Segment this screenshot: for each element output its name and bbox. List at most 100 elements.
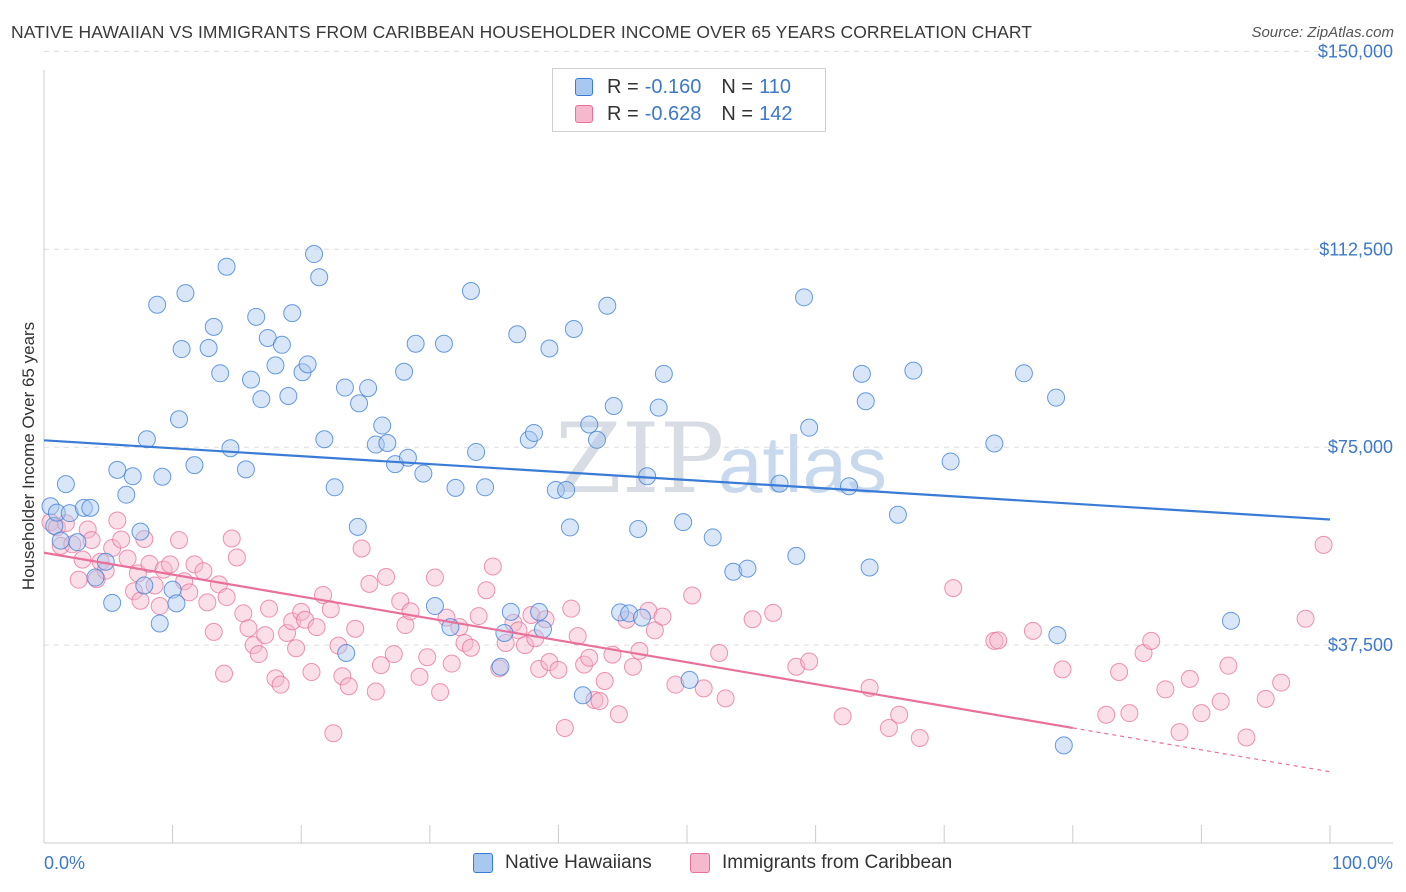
caribbean-point <box>278 623 297 642</box>
caribbean-point <box>683 586 702 605</box>
legend-n-label: N = <box>721 75 754 98</box>
native-hawaiian-point <box>170 410 189 429</box>
series-legend: Native Hawaiians Immigrants from Caribbe… <box>0 852 1406 876</box>
caribbean-point <box>515 636 534 655</box>
native-hawaiian-point <box>305 245 324 264</box>
caribbean-point <box>302 663 321 682</box>
native-hawaiian-point <box>476 478 495 497</box>
native-hawaiian-point <box>373 416 392 435</box>
native-hawaiian-point <box>904 361 923 380</box>
caribbean-point <box>352 539 371 558</box>
legend-swatch-pink <box>690 853 710 873</box>
native-hawaiian-point <box>51 531 70 550</box>
caribbean-point <box>239 619 258 638</box>
caribbean-point <box>51 536 70 555</box>
y-tick-label: $112,500 <box>1319 239 1393 259</box>
native-hawaiian-point <box>103 593 122 612</box>
native-hawaiian-point <box>56 475 75 494</box>
native-hawaiian-point <box>629 519 648 538</box>
watermark-atlas: atlas <box>718 420 887 509</box>
native-hawaiian-point <box>852 364 871 383</box>
caribbean-point <box>256 626 275 645</box>
caribbean-point <box>1237 728 1256 747</box>
caribbean-point <box>590 692 609 711</box>
axes <box>43 70 1393 844</box>
native-hawaiian-point <box>508 325 527 344</box>
caribbean-point <box>287 639 306 658</box>
caribbean-point <box>595 671 614 690</box>
native-hawaiian-point <box>1047 388 1066 407</box>
legend-swatch-pink <box>575 105 593 123</box>
trend-line-caribbean-extrapolated <box>1072 727 1331 773</box>
native-hawaiian-point <box>298 355 317 374</box>
caribbean-point <box>1120 704 1139 723</box>
caribbean-point <box>555 718 574 737</box>
native-hawaiian-point <box>1048 626 1067 645</box>
series-caribbean-points <box>41 511 1333 747</box>
caribbean-point <box>623 657 642 676</box>
caribbean-point <box>1219 656 1238 675</box>
native-hawaiian-point <box>1014 364 1033 383</box>
native-hawaiian-point <box>611 603 630 622</box>
caribbean-point <box>800 652 819 671</box>
legend-item-caribbean[interactable]: Immigrants from Caribbean <box>690 852 952 874</box>
legend-r-label: R = <box>607 102 639 125</box>
caribbean-point <box>198 593 217 612</box>
native-hawaiian-point <box>564 319 583 338</box>
caribbean-point <box>477 581 496 600</box>
native-hawaiian-point <box>252 390 271 409</box>
caribbean-point <box>108 511 127 530</box>
native-hawaiian-point <box>546 480 565 499</box>
caribbean-point <box>215 664 234 683</box>
native-hawaiian-point <box>533 620 552 639</box>
gridlines <box>44 50 1393 646</box>
caribbean-point <box>1211 692 1230 711</box>
caribbean-point <box>69 570 88 589</box>
caribbean-point <box>743 610 762 629</box>
caribbean-point <box>431 683 450 702</box>
caribbean-point <box>442 654 461 673</box>
native-hawaiian-point <box>580 415 599 434</box>
native-hawaiian-point <box>680 670 699 689</box>
native-hawaiian-point <box>283 304 302 323</box>
native-hawaiian-point <box>117 485 136 504</box>
native-hawaiian-point <box>856 392 875 411</box>
native-hawaiian-point <box>1221 611 1240 630</box>
caribbean-point <box>384 645 403 664</box>
caribbean-point <box>530 659 549 678</box>
caribbean-point <box>329 636 348 655</box>
native-hawaiian-point <box>604 397 623 416</box>
x-tick-label-min: 0.0% <box>44 853 85 873</box>
native-hawaiian-point <box>279 387 298 406</box>
trend-lines <box>43 439 1331 773</box>
native-hawaiian-point <box>41 497 60 516</box>
caribbean-point <box>145 576 164 595</box>
caribbean-point <box>217 588 236 607</box>
trend-line-caribbean <box>43 551 1073 730</box>
native-hawaiian-point <box>1054 736 1073 755</box>
native-hawaiian-point <box>172 340 191 359</box>
native-hawaiian-point <box>434 334 453 353</box>
y-tick-labels: $37,500 $75,000 $112,500 $150,000 <box>1318 41 1393 655</box>
caribbean-point <box>333 667 352 686</box>
caribbean-point <box>1097 705 1116 724</box>
native-hawaiian-point <box>148 295 167 314</box>
caribbean-point <box>653 607 672 626</box>
native-hawaiian-point <box>366 435 385 454</box>
watermark-zip: ZIP <box>555 403 724 515</box>
caribbean-point <box>418 648 437 667</box>
caribbean-point <box>630 641 649 660</box>
native-hawaiian-point <box>985 434 1004 453</box>
legend-item-native-hawaiians[interactable]: Native Hawaiians <box>473 852 652 874</box>
native-hawaiian-point <box>217 257 236 276</box>
native-hawaiian-point <box>266 356 285 375</box>
native-hawaiian-point <box>137 430 156 449</box>
native-hawaiian-point <box>560 518 579 537</box>
caribbean-point <box>469 607 488 626</box>
native-hawaiian-point <box>491 657 510 676</box>
native-hawaiian-point <box>738 559 757 578</box>
chart-title: NATIVE HAWAIIAN VS IMMIGRANTS FROM CARIB… <box>11 22 1033 42</box>
native-hawaiian-point <box>406 334 425 353</box>
native-hawaiian-point <box>501 602 520 621</box>
